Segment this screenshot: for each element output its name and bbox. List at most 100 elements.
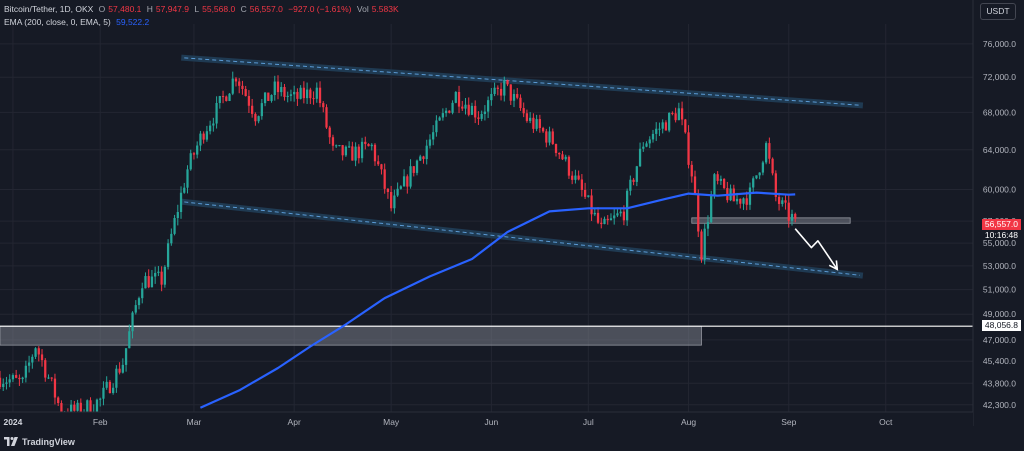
candle-body <box>499 88 503 96</box>
candle-body <box>141 288 144 299</box>
open-label: O <box>98 4 106 14</box>
candle-body <box>690 164 693 177</box>
change-value: −927.0 (−1.61%) <box>288 4 352 14</box>
candle-body <box>24 365 27 378</box>
candle-body <box>412 166 415 173</box>
candle-body <box>370 144 373 147</box>
tradingview-logo[interactable]: TradingView <box>4 437 75 447</box>
candle-body <box>551 131 554 144</box>
candle-body <box>548 131 551 143</box>
candle-body <box>40 354 44 361</box>
candle-body <box>338 145 341 147</box>
channel-upper-line <box>184 57 860 106</box>
candle-body <box>651 133 655 140</box>
price-tick-label: 72,000.0 <box>983 72 1016 82</box>
candle-body <box>428 139 432 146</box>
candle-body <box>765 143 768 163</box>
candle-body <box>739 198 742 204</box>
candle-body <box>464 104 467 109</box>
candle-body <box>794 213 797 219</box>
candle-body <box>444 110 448 114</box>
candle-body <box>238 81 241 86</box>
candle-body <box>31 356 34 363</box>
ema-indicator-label[interactable]: EMA (200, close, 0, EMA, 5) <box>4 17 111 27</box>
candle-body <box>351 146 354 161</box>
time-tick-label: Apr <box>288 417 301 427</box>
candle-body <box>289 94 293 96</box>
candle-body <box>380 164 383 170</box>
candle-body <box>509 84 512 101</box>
candle-body <box>309 89 312 99</box>
candle-body <box>251 105 254 114</box>
candle-body <box>674 113 677 121</box>
candle-body <box>134 305 137 313</box>
candle-body <box>784 200 787 203</box>
candle-body <box>626 190 629 221</box>
candle-body <box>525 113 529 121</box>
candle-body <box>276 81 280 93</box>
candle-body <box>684 119 687 133</box>
time-axis[interactable]: 2024 Feb Mar Apr May Jun Jul Aug Sep Oct <box>0 411 973 451</box>
candle-body <box>535 119 538 129</box>
candle-body <box>270 95 273 101</box>
candle-body <box>60 403 63 417</box>
candle-body <box>364 141 367 144</box>
candle-body <box>5 382 8 384</box>
candle-body <box>680 108 684 120</box>
price-tick-label: 42,300.0 <box>983 400 1016 410</box>
candle-body <box>761 162 765 173</box>
candle-body <box>645 143 648 147</box>
candle-body <box>144 276 147 289</box>
candle-body <box>574 175 577 180</box>
candle-body <box>790 213 794 221</box>
candle-body <box>15 375 18 378</box>
candle-body <box>771 158 774 174</box>
open-value: 57,480.1 <box>108 4 142 14</box>
candle-body <box>312 98 315 100</box>
candle-body <box>8 379 11 383</box>
candle-body <box>477 117 480 119</box>
candle-body <box>50 377 53 379</box>
candle-body <box>457 91 461 107</box>
candle-body <box>150 276 154 288</box>
candle-body <box>199 133 202 146</box>
candle-body <box>593 212 596 215</box>
candle-body <box>99 398 102 400</box>
close-value: 56,557.0 <box>249 4 283 14</box>
candle-body <box>302 87 305 99</box>
candle-body <box>341 145 344 156</box>
candle-body <box>703 228 706 260</box>
candle-body <box>632 179 635 182</box>
candle-body <box>128 331 131 349</box>
candle-body <box>118 368 121 373</box>
candle-body <box>619 211 622 214</box>
candle-body <box>86 400 89 413</box>
projection-arrow-head <box>828 260 839 271</box>
candle-body <box>34 348 37 357</box>
candle-body <box>396 188 399 196</box>
price-tick-label: 45,400.0 <box>983 356 1016 366</box>
candle-body <box>373 144 377 162</box>
candle-body <box>399 186 402 189</box>
candle-body <box>613 215 616 219</box>
candle-body <box>154 272 157 277</box>
currency-button[interactable]: USDT <box>980 3 1016 20</box>
candle-body <box>79 402 82 416</box>
descending-channel[interactable] <box>180 54 864 279</box>
candle-body <box>95 399 99 412</box>
volume-value: 5.583K <box>371 4 399 14</box>
candle-body <box>587 195 590 197</box>
candle-body <box>642 146 645 149</box>
candle-body <box>196 145 199 155</box>
candle-body <box>215 102 218 124</box>
candle-body <box>273 81 276 96</box>
projection-arrow-path <box>794 228 838 270</box>
candle-body <box>280 86 283 93</box>
candle-body <box>415 160 419 173</box>
symbol-name[interactable]: Bitcoin/Tether, 1D, OKX <box>4 4 94 14</box>
projection-arrow[interactable] <box>794 228 839 271</box>
candle-body <box>648 139 651 144</box>
candle-body <box>44 360 47 378</box>
last-price-value: 56,557.0 <box>984 219 1018 229</box>
